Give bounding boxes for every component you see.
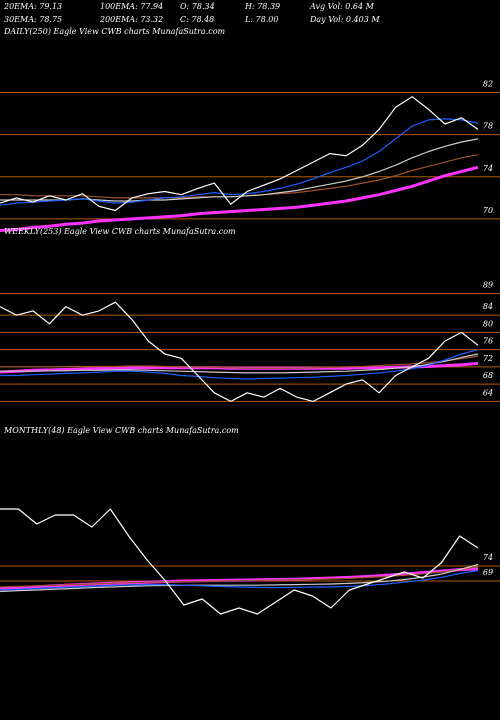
panel-title: DAILY(250) Eagle View CWB charts MunafaS… [3,27,226,36]
stat-label: Avg Vol: 0.64 M [309,2,375,11]
y-tick-label: 80 [483,319,493,328]
stat-label: C: 78.48 [180,15,214,24]
stat-label: L: 78.00 [244,15,278,24]
y-tick-label: 82 [483,80,493,89]
price-line [0,353,479,374]
stat-label: 100EMA: 77.94 [100,2,163,11]
price-line [0,96,479,212]
y-tick-label: 74 [483,553,493,562]
price-line [0,569,479,591]
price-line [0,349,479,380]
price-line [0,165,479,232]
price-line [0,301,479,402]
stat-label: Day Vol: 0.403 M [309,15,380,24]
y-tick-label: 84 [483,302,493,311]
y-tick-label: 78 [483,122,493,131]
price-line [0,154,479,199]
panel-title: WEEKLY(253) Eagle View CWB charts Munafa… [4,227,236,236]
price-line [0,563,479,593]
stat-label: 30EMA: 78.75 [4,15,62,24]
stat-label: O: 78.34 [180,2,215,11]
price-line [0,508,479,615]
y-tick-label: 64 [483,388,493,397]
panel-title: MONTHLY(48) Eagle View CWB charts Munafa… [3,426,239,435]
price-line [0,138,479,202]
price-line [0,355,479,369]
y-tick-label: 72 [483,354,493,363]
y-tick-label: 68 [483,371,493,380]
stat-label: 200EMA: 73.32 [99,15,163,24]
price-line [0,118,479,206]
y-tick-label: 69 [483,568,493,577]
y-tick-label: 74 [483,164,493,173]
stat-label: 20EMA: 79.13 [3,2,62,11]
y-tick-label: 76 [483,337,493,346]
y-tick-label: 70 [483,206,493,215]
price-line [0,566,479,588]
stat-label: H: 78.39 [244,2,280,11]
y-tick-label: 89 [483,281,493,290]
